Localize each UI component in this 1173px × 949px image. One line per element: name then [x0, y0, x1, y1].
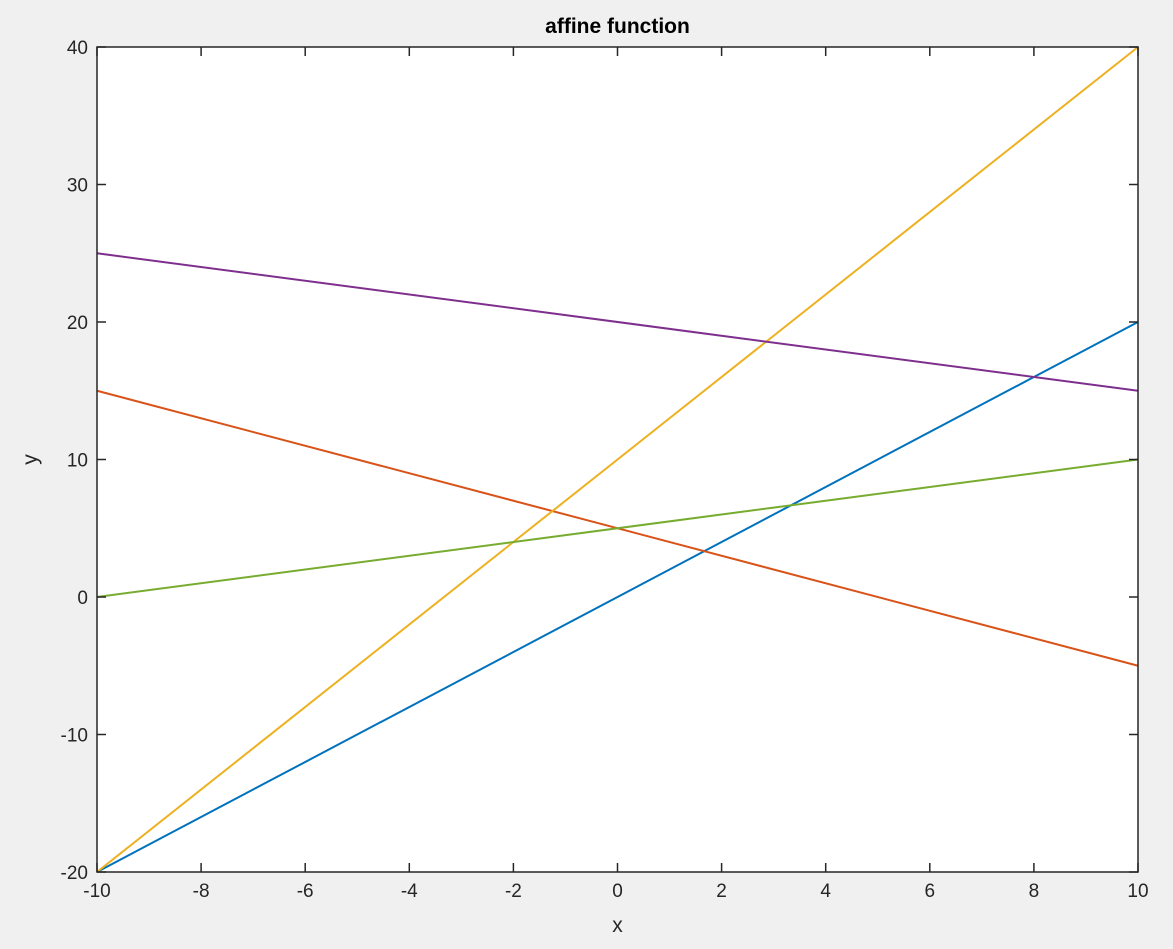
x-axis-title: x [612, 914, 623, 937]
x-tick-label: -6 [297, 881, 314, 902]
y-tick-label: 20 [67, 313, 88, 334]
series-line-1 [96, 321, 1139, 873]
x-tick-label: 0 [612, 881, 623, 902]
series-layer [96, 46, 1139, 873]
series-line-4 [96, 252, 1139, 392]
y-tick-label: -20 [61, 863, 88, 884]
x-tick-label: -10 [83, 881, 110, 902]
y-axis-title: y [19, 454, 42, 465]
y-tick-label: 0 [77, 588, 88, 609]
x-tick-label: -8 [193, 881, 210, 902]
chart-title: affine function [545, 15, 690, 38]
x-tick-label: 4 [820, 881, 831, 902]
x-tick-label: 8 [1029, 881, 1040, 902]
x-tick-label: 6 [925, 881, 936, 902]
x-tick-label: 10 [1127, 881, 1148, 902]
x-tick-label: -2 [505, 881, 522, 902]
series-line-5 [96, 458, 1139, 598]
y-tick-label: -10 [61, 726, 88, 747]
x-tick-label: -4 [401, 881, 418, 902]
x-tick-label: 2 [716, 881, 727, 902]
y-tick-label: 40 [67, 38, 88, 59]
y-tick-label: 30 [67, 176, 88, 197]
axes-frame [96, 46, 1139, 873]
y-tick-label: 10 [67, 451, 88, 472]
series-line-3 [96, 46, 1139, 873]
